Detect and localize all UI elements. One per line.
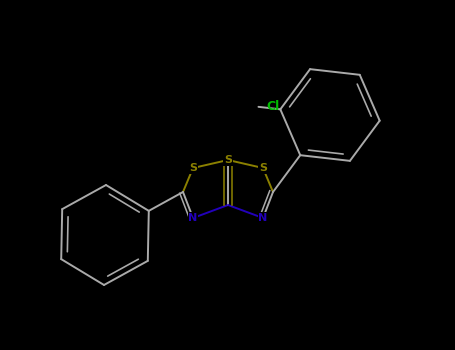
Text: S: S <box>189 163 197 173</box>
Text: S: S <box>259 163 267 173</box>
Text: S: S <box>224 155 232 165</box>
Text: N: N <box>258 213 268 223</box>
Text: Cl: Cl <box>267 100 280 113</box>
Text: N: N <box>188 213 197 223</box>
